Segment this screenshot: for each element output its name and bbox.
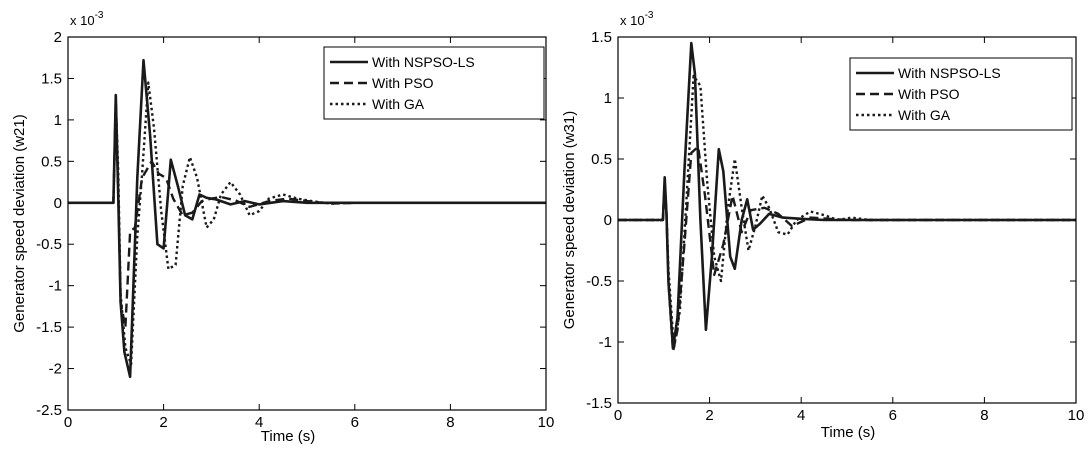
y-tick-label: 1.5 [591, 29, 612, 46]
y-axis-label: Generator speed deviation (w21) [11, 114, 28, 332]
x-tick-label: 8 [446, 414, 454, 431]
legend-label: With PSO [372, 75, 434, 91]
x-tick-label: 4 [797, 407, 805, 424]
y-multiplier-exponent: -3 [645, 10, 654, 21]
x-tick-label: 2 [705, 407, 713, 424]
y-tick-label: 0 [54, 195, 62, 212]
chart-panel-2: 0 2 4 6 8 10 -1.5 -1 -0.5 0 0.5 1 1.5 x 10-3 Time (s) G… [561, 10, 1084, 441]
x-tick-label: 10 [1068, 407, 1085, 424]
y-scale-multiplier: x 10-3 [620, 10, 654, 28]
x-tick-label: 4 [255, 414, 263, 431]
y-tick-label: -0.5 [36, 236, 62, 253]
y-tick-label: -0.5 [586, 273, 612, 290]
plot-area-frame [617, 36, 1077, 404]
y-tick-label: 1.5 [41, 70, 62, 87]
plot-area-frame [67, 36, 547, 411]
x-tick-label: 2 [159, 414, 167, 431]
y-multiplier-base: x 10 [70, 13, 95, 28]
y-scale-multiplier: x 10-3 [70, 10, 104, 28]
legend-label: With PSO [898, 86, 960, 102]
y-tick-label: -1 [599, 334, 612, 351]
y-tick-label: -1.5 [36, 319, 62, 336]
y-tick-label: 1 [604, 90, 612, 107]
x-axis-label: Time (s) [261, 428, 315, 445]
x-tick-label: 6 [889, 407, 897, 424]
x-tick-label: 0 [64, 414, 72, 431]
legend-label: With GA [372, 96, 425, 112]
y-tick-label: -2.5 [36, 402, 62, 419]
legend-box [323, 46, 545, 120]
y-tick-label: -2 [49, 361, 62, 378]
legend: With NSPSO-LS With PSO With GA [323, 46, 545, 120]
y-tick-label: -1.5 [586, 395, 612, 412]
x-tick-label: 8 [980, 407, 988, 424]
legend-label: With NSPSO-LS [372, 54, 475, 70]
series-line-dashed [618, 145, 1076, 353]
y-tick-label: 0 [604, 212, 612, 229]
x-tick-label: 0 [614, 407, 622, 424]
legend-label: With NSPSO-LS [898, 65, 1001, 81]
y-tick-label: 0.5 [41, 153, 62, 170]
y-multiplier-base: x 10 [620, 13, 645, 28]
y-multiplier-exponent: -3 [95, 10, 104, 21]
legend-label: With GA [898, 107, 951, 123]
x-tick-label: 10 [538, 414, 555, 431]
chart-panel-1: 0 2 4 6 8 10 -2.5 -2 -1.5 -1 -0.5 0 0.5 1 1.5 2 x 10-3 Ti… [11, 10, 554, 445]
y-tick-label: 2 [54, 29, 62, 46]
y-tick-label: 0.5 [591, 151, 612, 168]
x-axis-label: Time (s) [821, 424, 875, 441]
series-line-dotted [618, 74, 1076, 350]
x-tick-label: 6 [351, 414, 359, 431]
y-tick-label: -1 [49, 278, 62, 295]
legend: With NSPSO-LS With PSO With GA [849, 57, 1073, 131]
y-tick-label: 1 [54, 112, 62, 129]
y-axis-label: Generator speed deviation (w31) [561, 111, 578, 329]
